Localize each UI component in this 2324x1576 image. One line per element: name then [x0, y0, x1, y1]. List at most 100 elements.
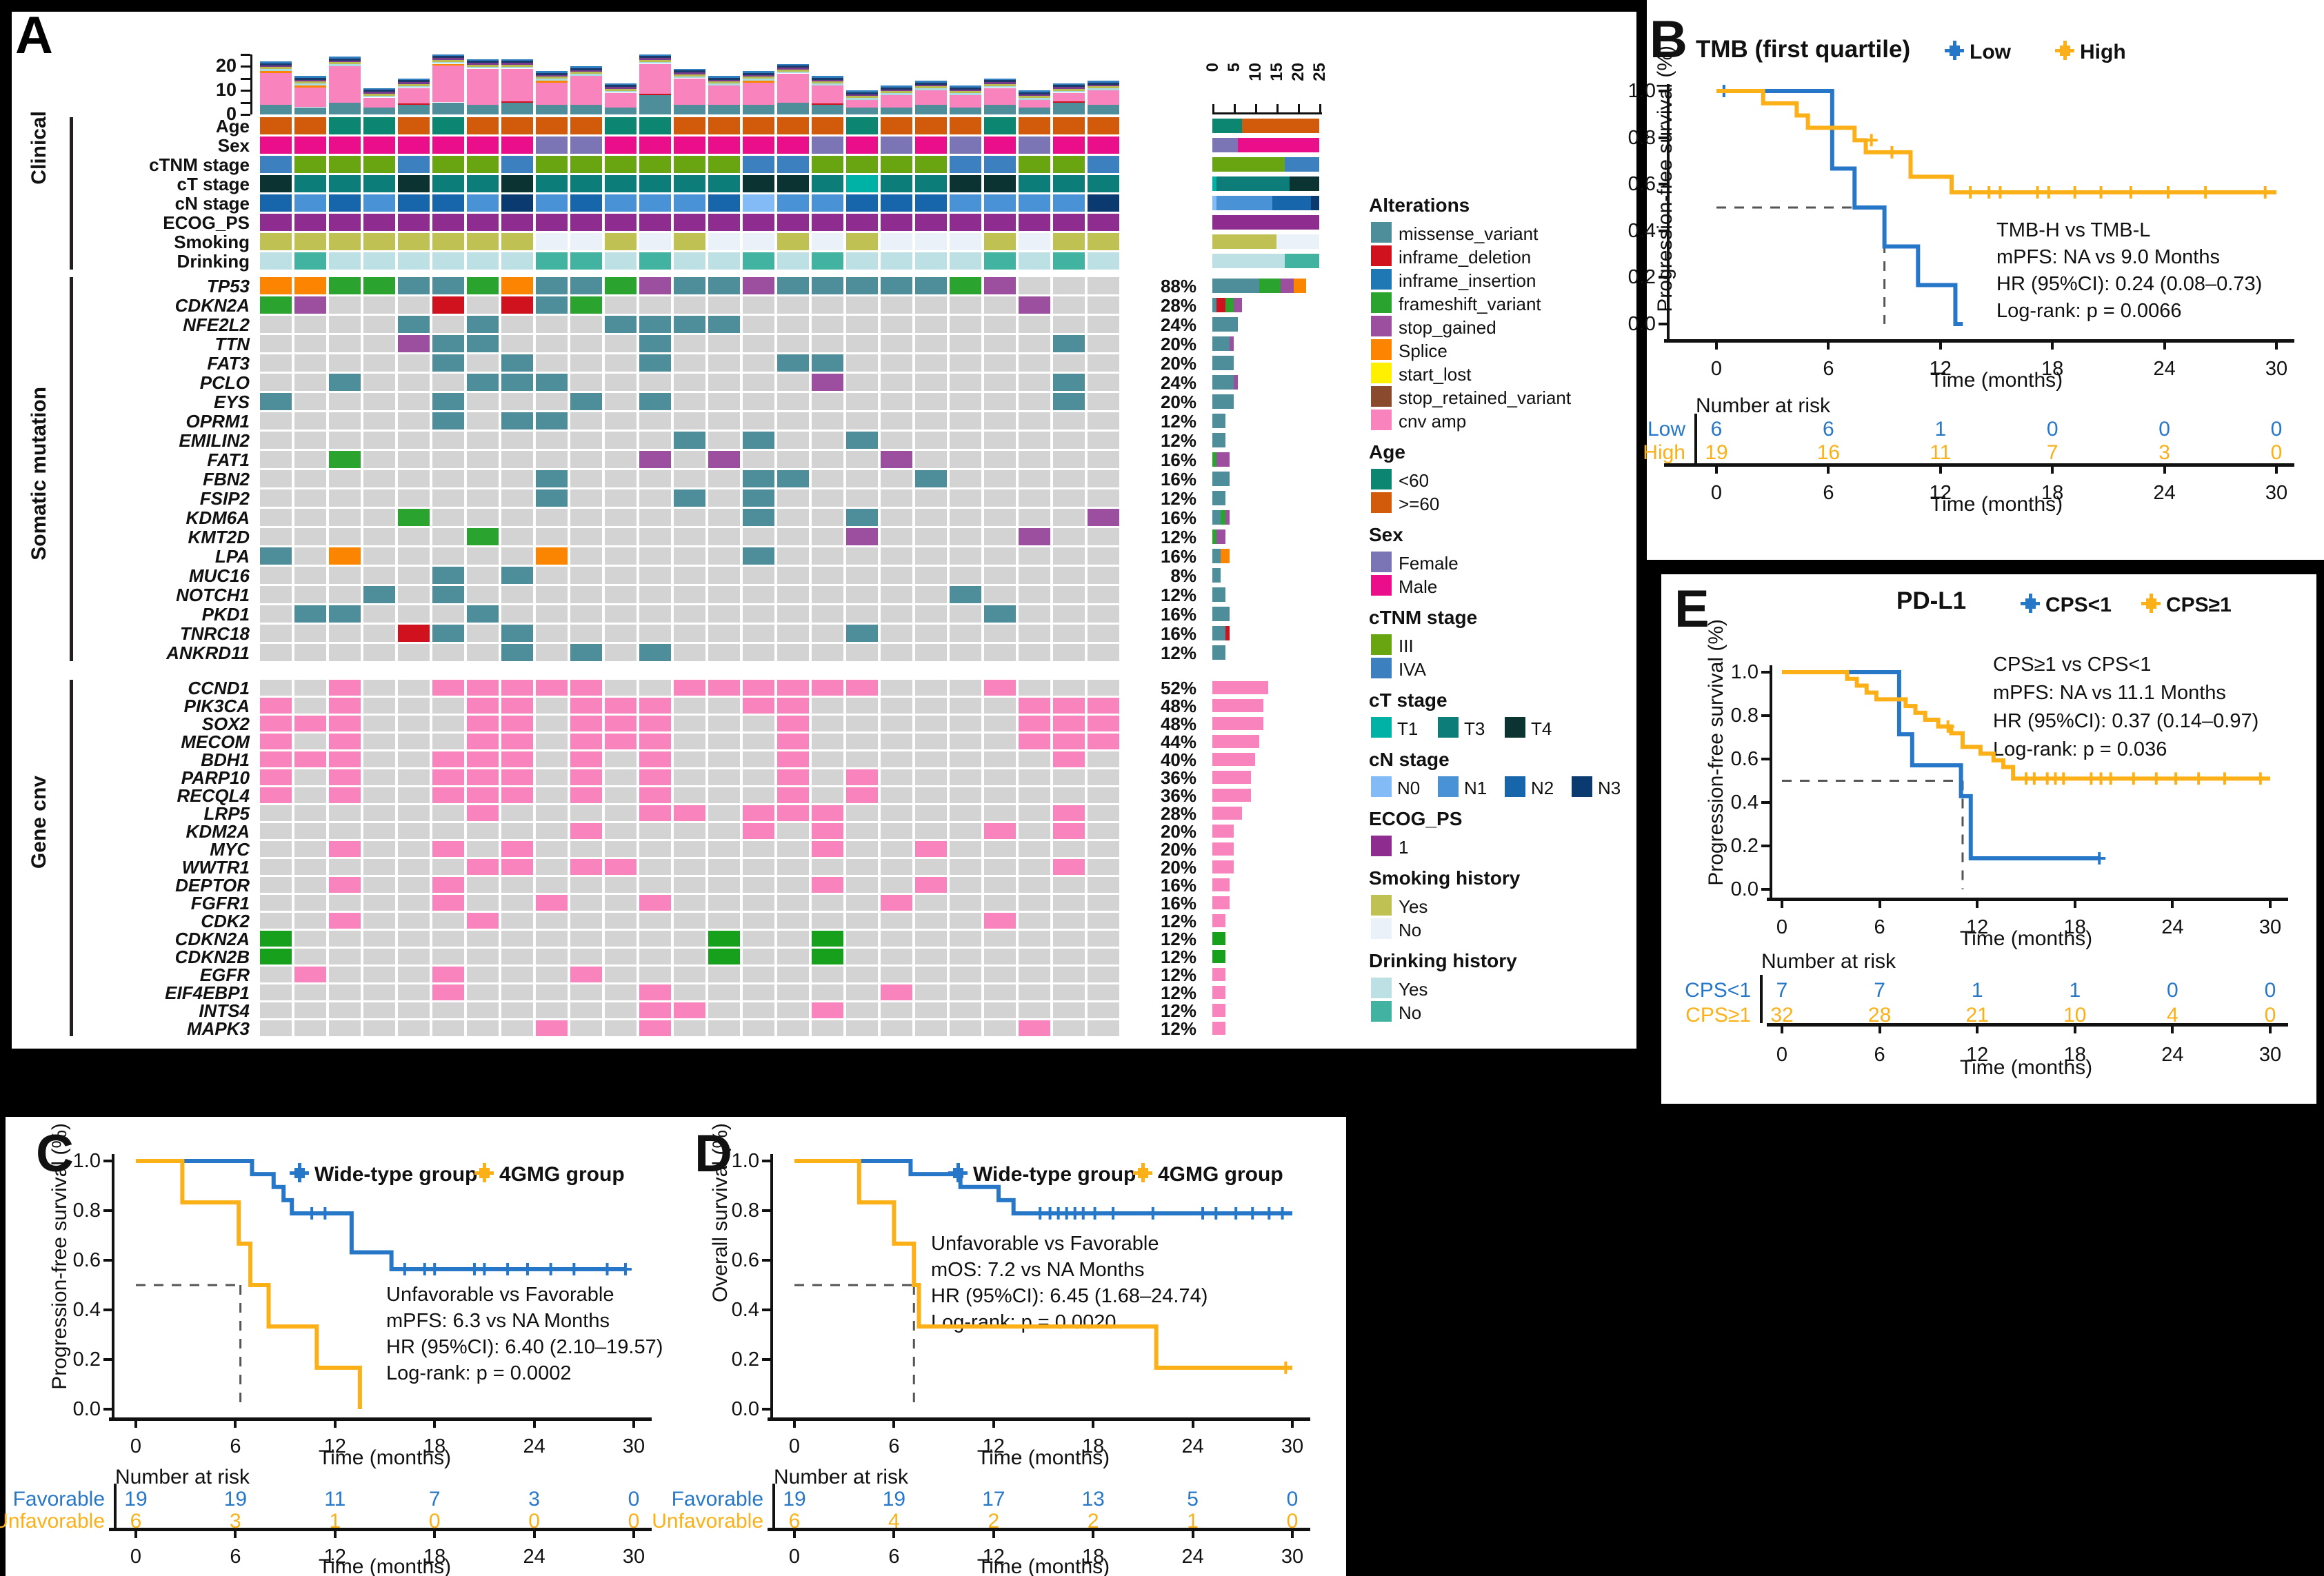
risk-value: 7: [2046, 441, 2058, 464]
oncoprint-cell: [260, 489, 292, 507]
oncoprint-cell: [605, 586, 637, 603]
oncoprint-cell: [777, 374, 809, 391]
x-axis-tick-label: 12: [323, 1546, 346, 1568]
risk-value: 1: [1187, 1510, 1199, 1533]
oncoprint-cell: [777, 393, 809, 410]
x-axis-tick-label: 0: [788, 1546, 801, 1568]
oncoprint-cell: [915, 913, 947, 929]
oncoprint-cell: [605, 335, 637, 352]
tmb-bar-segment: [329, 102, 361, 114]
oncoprint-cell: [605, 470, 637, 487]
legend-swatch: [1371, 658, 1392, 678]
gene-label: FAT3: [207, 352, 250, 374]
percent-label: 20%: [1160, 820, 1196, 842]
percent-label: 28%: [1160, 802, 1196, 824]
tmb-bar-segment: [501, 63, 533, 65]
percent-label: 16%: [1160, 892, 1196, 913]
oncoprint-cell: [1053, 194, 1085, 212]
tmb-bar-segment: [950, 85, 981, 88]
oncoprint-cell: [984, 252, 1016, 270]
oncoprint-cell: [605, 296, 637, 314]
oncoprint-cell: [363, 233, 395, 250]
oncoprint-cell: [1019, 716, 1050, 731]
gene-label: KDM2A: [186, 820, 250, 842]
oncoprint-cell: [915, 214, 947, 231]
oncoprint-cell: [708, 194, 740, 212]
tmb-bar-segment: [708, 81, 740, 84]
km-stats-line: mPFS: NA vs 9.0 Months: [1996, 246, 2220, 268]
clinical-row-label: Age: [215, 115, 250, 137]
oncoprint-cell: [846, 895, 878, 911]
risk-value: 0: [528, 1510, 540, 1533]
oncoprint-cell: [708, 949, 740, 964]
oncoprint-cell: [536, 805, 568, 821]
x-axis-line: [1664, 339, 2294, 343]
oncoprint-cell: [1019, 769, 1050, 785]
oncoprint-cell: [467, 277, 499, 294]
oncoprint-cell: [432, 605, 464, 623]
panel-label-d: D: [694, 1124, 732, 1183]
oncoprint-cell: [536, 716, 568, 731]
oncoprint-cell: [260, 296, 292, 314]
oncoprint-cell: [674, 644, 705, 661]
tmb-bar-segment: [363, 92, 395, 94]
tmb-bar-segment: [605, 90, 637, 93]
oncoprint-cell: [984, 787, 1016, 803]
side-axis-tick: [1319, 104, 1321, 112]
clinical-row-label: Smoking: [174, 231, 250, 252]
tmb-bar-segment: [708, 85, 740, 105]
oncoprint-cell: [1053, 984, 1085, 1000]
oncoprint-cell: [984, 393, 1016, 410]
oncoprint-cell: [743, 949, 774, 964]
x-axis-tick: [1191, 1421, 1194, 1428]
side-bar-segment: [1221, 549, 1230, 563]
oncoprint-cell: [1053, 296, 1085, 314]
oncoprint-cell: [329, 233, 361, 250]
oncoprint-cell: [329, 931, 361, 947]
oncoprint-cell: [674, 567, 705, 584]
oncoprint-cell: [329, 316, 361, 333]
tmb-bar-segment: [501, 61, 533, 63]
oncoprint-cell: [1088, 432, 1119, 449]
gene-label: WWTR1: [181, 856, 250, 878]
tmb-bar-segment: [743, 77, 774, 79]
y-axis-tick: [1659, 323, 1667, 325]
oncoprint-cell: [846, 354, 878, 372]
clinical-row-label: Drinking: [177, 250, 250, 272]
oncoprint-cell: [1019, 194, 1050, 212]
tmb-bar-segment: [950, 91, 981, 94]
oncoprint-cell: [467, 335, 499, 352]
oncoprint-cell: [915, 277, 947, 294]
oncoprint-cell: [501, 859, 533, 875]
oncoprint-cell: [501, 252, 533, 270]
oncoprint-cell: [467, 354, 499, 372]
tmb-bar-segment: [708, 76, 740, 78]
tmb-bar-segment: [812, 105, 843, 114]
oncoprint-cell: [605, 354, 637, 372]
tmb-bar-segment: [639, 59, 671, 62]
oncoprint-cell: [1019, 354, 1050, 372]
oncoprint-cell: [743, 233, 774, 250]
oncoprint-cell: [467, 949, 499, 964]
oncoprint-cell: [1088, 769, 1119, 785]
km-legend-label: 4GMG group: [1158, 1163, 1283, 1186]
oncoprint-cell: [294, 841, 326, 857]
oncoprint-cell: [363, 547, 395, 565]
oncoprint-cell: [329, 470, 361, 487]
clinical-row-label: cN stage: [174, 192, 250, 214]
risk-value: 2: [1087, 1510, 1099, 1533]
oncoprint-cell: [777, 470, 809, 487]
side-bar-segment: [1242, 119, 1319, 133]
oncoprint-cell: [950, 470, 981, 487]
tmb-bar-segment: [398, 103, 430, 105]
oncoprint-cell: [1053, 214, 1085, 231]
tmb-bar-segment: [1088, 84, 1119, 87]
oncoprint-cell: [501, 984, 533, 1000]
x-axis-tick-label: 18: [2041, 358, 2064, 380]
oncoprint-cell: [881, 586, 912, 603]
risk-value: 19: [882, 1488, 906, 1511]
risk-header: Number at risk: [115, 1466, 250, 1488]
oncoprint-cell: [915, 949, 947, 964]
oncoprint-cell: [743, 175, 774, 192]
percent-label: 12%: [1160, 430, 1196, 451]
